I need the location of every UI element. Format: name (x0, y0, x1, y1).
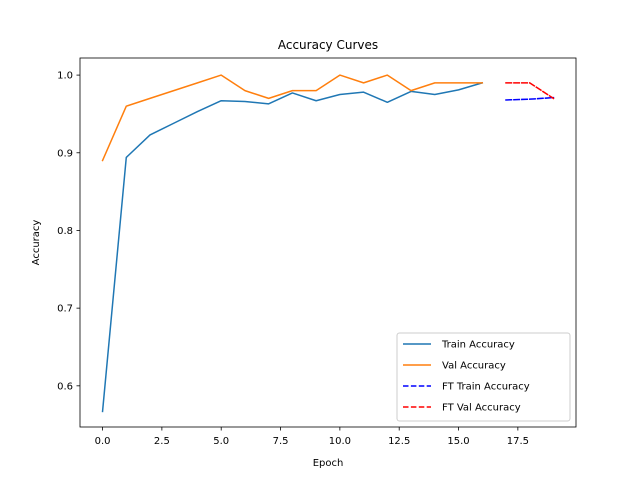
y-tick-label: 0.8 (57, 226, 73, 237)
legend-label: FT Val Accuracy (442, 403, 521, 414)
x-tick-label: 17.5 (507, 436, 529, 447)
legend: Train Accuracy Val Accuracy FT Train Accur… (396, 332, 571, 422)
plot-area (101, 74, 555, 413)
x-tick-label: 2.5 (154, 436, 170, 447)
series-line-2 (101, 74, 484, 162)
x-tick-label: 10.0 (329, 436, 351, 447)
y-tick-label: 0.6 (57, 381, 73, 392)
legend-label: Val Accuracy (442, 361, 506, 372)
y-axis-label: Accuracy (31, 220, 42, 266)
x-tick-label: 5.0 (213, 436, 229, 447)
y-tick-label: 0.9 (57, 148, 73, 159)
legend-box (396, 332, 571, 422)
x-tick-label: 0.0 (95, 436, 111, 447)
series-line-3 (505, 96, 555, 101)
axes-frame (79, 57, 577, 428)
series-line-4 (505, 82, 555, 100)
axis-ticks: 0.0 2.5 5.0 7.5 10.0 12.5 15.0 17.5 0.6 0.7 0.8 0.9… (57, 71, 529, 447)
x-tick-label: 15.0 (447, 436, 469, 447)
y-tick-label: 1.0 (57, 71, 73, 82)
x-tick-label: 7.5 (273, 436, 289, 447)
legend-label: Train Accuracy (441, 340, 515, 351)
y-tick-label: 0.7 (57, 304, 73, 315)
legend-label: FT Train Accuracy (442, 382, 530, 393)
x-axis-label: Epoch (313, 458, 344, 469)
series-line-1 (101, 81, 484, 413)
x-tick-label: 12.5 (388, 436, 410, 447)
chart-title: Accuracy Curves (278, 38, 378, 52)
